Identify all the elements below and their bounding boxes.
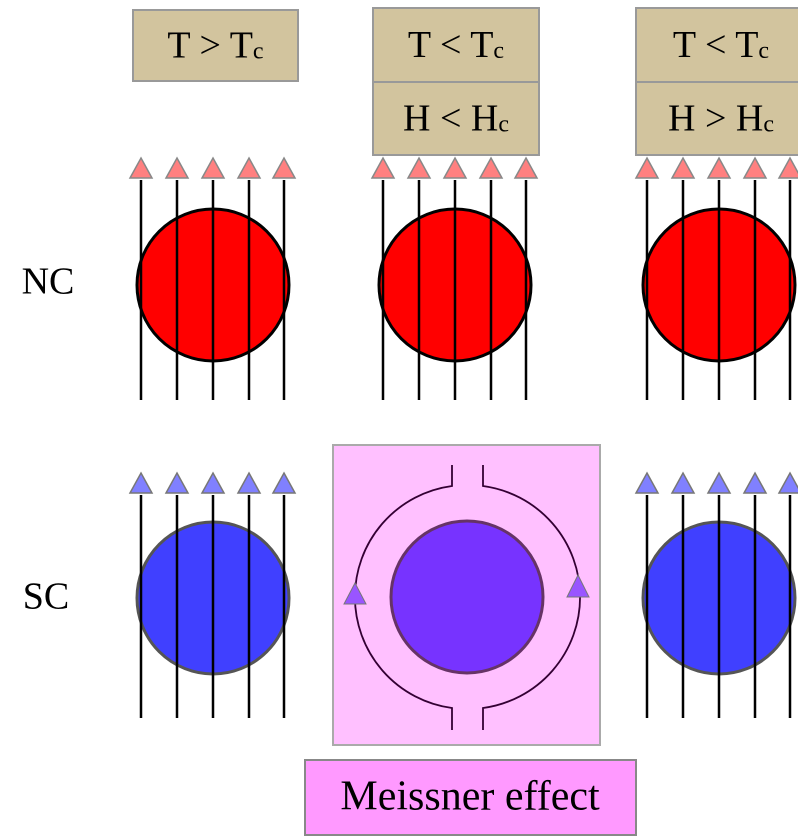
field-arrow [238, 158, 260, 178]
field-arrow [372, 158, 394, 178]
field-arrow [444, 158, 466, 178]
condition-text: H < H [403, 97, 498, 139]
field-arrow [130, 158, 152, 178]
field-arrow [636, 473, 658, 493]
diagram: T > TcT < TcH < HcT < TcH > HcNCSCMeissn… [0, 0, 798, 838]
row-label: NC [22, 261, 75, 303]
superconductor [391, 521, 543, 673]
condition-subscript: c [763, 111, 774, 137]
condition-text: T > T [167, 24, 252, 66]
field-arrow [672, 158, 694, 178]
condition-text: H > H [668, 97, 763, 139]
condition-subscript: c [253, 38, 264, 64]
field-arrow [779, 473, 798, 493]
condition-text: T < T [673, 24, 758, 66]
field-arrow [515, 158, 537, 178]
field-arrow [708, 473, 730, 493]
field-arrow [130, 473, 152, 493]
field-arrow [480, 158, 502, 178]
condition-label: H > Hc [668, 97, 774, 139]
condition-subscript: c [498, 111, 509, 137]
condition-label: H < Hc [403, 97, 509, 139]
meissner-label: Meissner effect [340, 774, 600, 820]
field-arrow [708, 158, 730, 178]
field-arrow [273, 473, 295, 493]
condition-subscript: c [493, 38, 504, 64]
field-arrow [166, 473, 188, 493]
row-label: SC [23, 576, 69, 618]
condition-subscript: c [758, 38, 769, 64]
condition-text: T < T [408, 24, 493, 66]
condition-label: T < Tc [408, 24, 504, 66]
field-arrow [202, 473, 224, 493]
field-arrow [636, 158, 658, 178]
field-arrow [166, 158, 188, 178]
field-arrow [672, 473, 694, 493]
field-arrow [273, 158, 295, 178]
field-arrow [744, 473, 766, 493]
field-arrow [408, 158, 430, 178]
field-arrow [202, 158, 224, 178]
field-arrow [744, 158, 766, 178]
condition-label: T < Tc [673, 24, 769, 66]
field-arrow [779, 158, 798, 178]
field-arrow [238, 473, 260, 493]
condition-label: T > Tc [167, 24, 263, 66]
